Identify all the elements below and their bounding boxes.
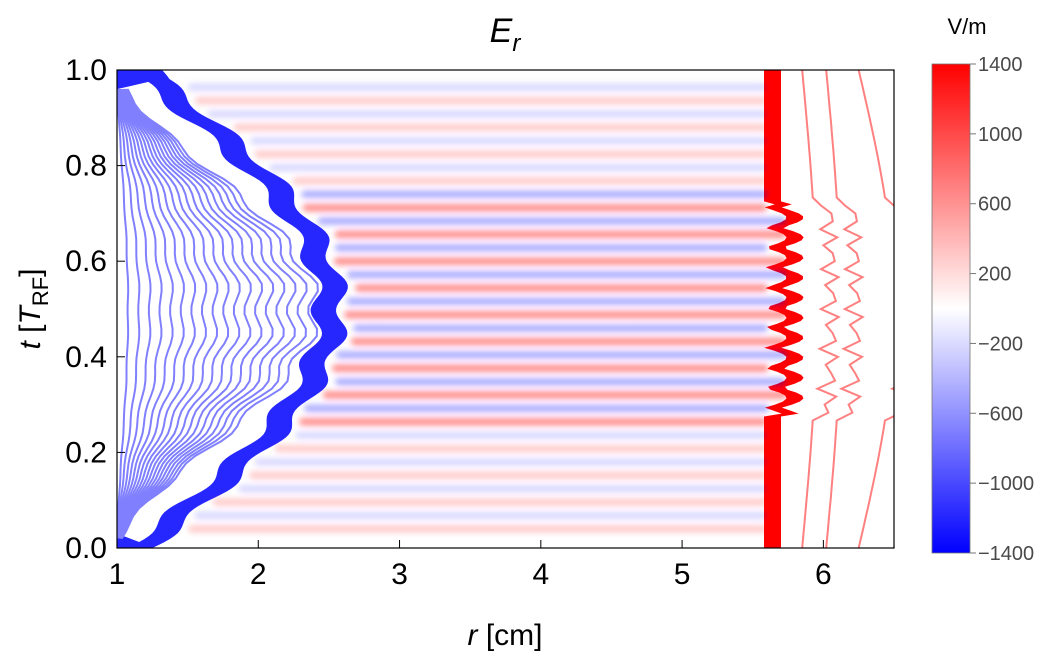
negative-contour-line (121, 88, 319, 539)
field-oscillation-stripe (344, 310, 787, 319)
field-oscillation-stripe (353, 324, 769, 333)
negative-contour-line (117, 88, 185, 539)
x-tick-label: 4 (532, 558, 549, 591)
field-oscillation-stripe (317, 217, 787, 225)
chart-title: Er (490, 12, 522, 57)
x-axis: 1 2 3 4 5 6 (109, 540, 832, 591)
field-oscillation-stripe (250, 136, 767, 145)
field-oscillation-stripe (274, 444, 767, 453)
field-oscillation-stripe (346, 270, 787, 279)
field-oscillation-stripe (332, 364, 769, 373)
colorbar-tick-label: −1000 (978, 473, 1034, 495)
negative-contour-line (117, 88, 163, 539)
x-tick-label: 2 (250, 558, 267, 591)
colorbar-unit-label: V/m (947, 14, 986, 39)
negative-contour-line (117, 88, 174, 539)
field-oscillation-stripe (354, 284, 768, 292)
field-oscillation-stripe (269, 163, 767, 172)
negative-contour-line (120, 88, 297, 539)
negative-contour-line (119, 88, 275, 539)
field-oscillation-stripe (254, 150, 767, 159)
field-oscillation-stripe (304, 404, 769, 413)
negative-region-interior (117, 81, 323, 543)
colorbar-tick-label: 1000 (978, 124, 1023, 146)
colorbar-ticks: 1400 1000 600 200 −200 −600 −1000 −1400 (970, 54, 1034, 565)
positive-contour-line (801, 70, 841, 548)
x-axis-label: r [cm] (467, 619, 542, 652)
negative-contour-line (117, 89, 130, 539)
colorbar-tick-label: 200 (978, 264, 1011, 286)
field-oscillation-stripe (194, 96, 767, 105)
field-oscillation-stripe (188, 524, 767, 533)
negative-contour-line (117, 89, 152, 539)
plot-frame (116, 69, 895, 549)
field-oscillation-stripe (336, 350, 788, 359)
positive-contour-line (825, 70, 865, 548)
field-oscillation-stripe (233, 123, 767, 132)
colorbar (931, 63, 971, 554)
colorbar-tick-label: −600 (978, 403, 1023, 425)
positive-contour-line (857, 70, 894, 548)
colorbar-tick-label: 600 (978, 194, 1011, 216)
field-oscillation-stripe (238, 484, 767, 493)
negative-contour-line (117, 89, 141, 539)
negative-contour-line (118, 88, 208, 539)
y-tick-label: 0.2 (65, 436, 107, 469)
x-tick-label: 6 (815, 558, 832, 591)
y-tick-label: 0.6 (65, 245, 107, 278)
negative-contour-line (119, 88, 264, 539)
field-oscillation-stripe (302, 203, 767, 212)
x-tick-label: 3 (391, 558, 408, 591)
field-oscillation-stripe (346, 297, 786, 306)
negative-contour-line (118, 88, 219, 539)
negative-contour-line (120, 88, 308, 539)
y-axis: 0.0 0.2 0.4 0.6 0.8 1.0 (65, 54, 125, 565)
y-tick-label: 0.4 (65, 341, 107, 374)
y-axis-label: t [TRF] (14, 268, 53, 349)
field-oscillation-stripe (254, 458, 767, 466)
field-oscillation-stripe (249, 471, 767, 480)
negative-contour-line (117, 88, 197, 539)
field-oscillation-stripe (207, 110, 767, 118)
positive-field-wall (764, 70, 804, 548)
x-tick-label: 5 (674, 558, 691, 591)
field-oscillation-stripe (322, 391, 788, 399)
y-tick-label: 0.0 (65, 532, 107, 565)
negative-contour-line (118, 88, 230, 539)
field-oscillation-stripe (334, 243, 768, 252)
field-oscillation-stripe (187, 83, 767, 92)
field-oscillation-stripe (299, 417, 767, 426)
field-oscillation-stripe (292, 176, 767, 185)
field-oscillation-stripe (335, 377, 786, 386)
x-tick-label: 1 (109, 558, 126, 591)
colorbar-tick-label: −200 (978, 333, 1023, 355)
field-oscillation-stripe (301, 190, 767, 199)
negative-contour-line (119, 88, 241, 539)
heatmap-plot-area (117, 70, 894, 548)
field-oscillation-stripe (334, 230, 787, 239)
field-oscillation-stripe (295, 431, 767, 440)
negative-contour-line (119, 88, 252, 539)
colorbar-tick-label: −1400 (978, 543, 1034, 565)
field-oscillation-stripe (350, 337, 786, 346)
field-oscillation-stripe (212, 498, 767, 507)
field-oscillation-stripe (333, 257, 787, 266)
y-tick-label: 0.8 (65, 150, 107, 183)
negative-contour-line (120, 88, 286, 539)
colorbar-tick-label: 1400 (978, 54, 1023, 76)
y-tick-label: 1.0 (65, 54, 107, 87)
field-oscillation-stripe (194, 511, 767, 520)
